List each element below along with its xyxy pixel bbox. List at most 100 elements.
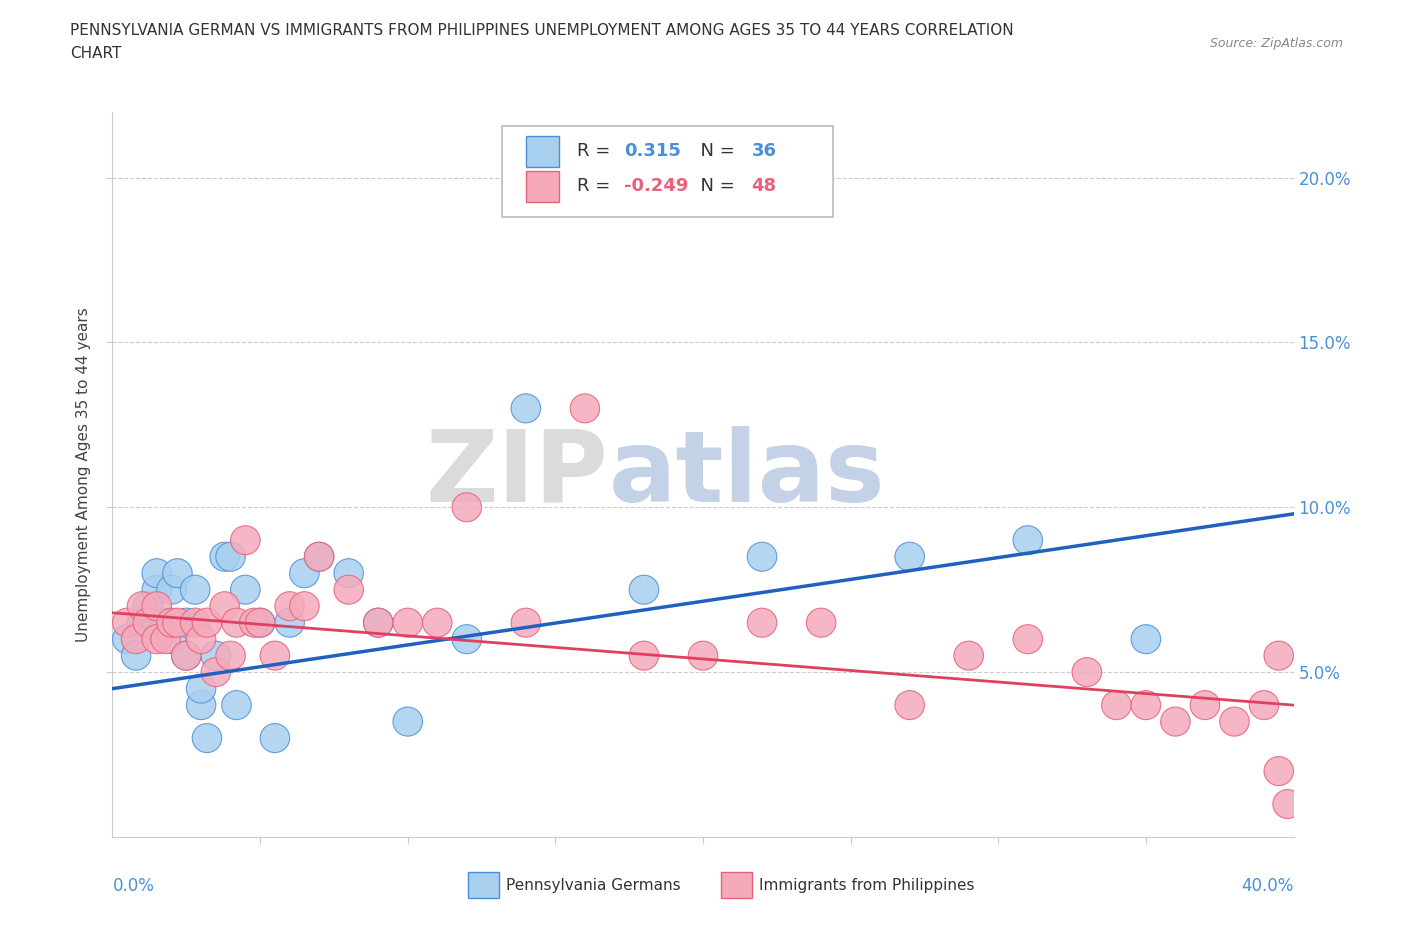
Ellipse shape [222, 691, 252, 720]
Ellipse shape [246, 608, 276, 637]
Text: Source: ZipAtlas.com: Source: ZipAtlas.com [1209, 37, 1343, 50]
Ellipse shape [186, 674, 217, 703]
Text: R =: R = [576, 178, 616, 195]
Ellipse shape [1191, 691, 1219, 720]
Ellipse shape [630, 641, 658, 671]
Ellipse shape [239, 608, 269, 637]
Ellipse shape [186, 691, 217, 720]
Ellipse shape [127, 608, 157, 637]
Text: Immigrants from Philippines: Immigrants from Philippines [759, 878, 974, 893]
Ellipse shape [1012, 525, 1043, 555]
Ellipse shape [172, 641, 201, 671]
Ellipse shape [290, 591, 319, 620]
Ellipse shape [209, 591, 239, 620]
FancyBboxPatch shape [502, 126, 832, 217]
Ellipse shape [512, 393, 541, 423]
Ellipse shape [806, 608, 835, 637]
Y-axis label: Unemployment Among Ages 35 to 44 years: Unemployment Among Ages 35 to 44 years [76, 307, 91, 642]
Ellipse shape [142, 625, 172, 654]
Ellipse shape [1130, 625, 1160, 654]
Ellipse shape [453, 625, 481, 654]
Ellipse shape [305, 542, 335, 571]
Ellipse shape [172, 641, 201, 671]
Text: -0.249: -0.249 [624, 178, 689, 195]
Ellipse shape [896, 542, 925, 571]
Ellipse shape [630, 575, 658, 604]
Ellipse shape [201, 641, 231, 671]
Text: 0.0%: 0.0% [112, 877, 155, 895]
Ellipse shape [689, 641, 718, 671]
Ellipse shape [569, 393, 599, 423]
Ellipse shape [142, 591, 172, 620]
Ellipse shape [246, 608, 276, 637]
Ellipse shape [127, 591, 157, 620]
Ellipse shape [1130, 691, 1160, 720]
Ellipse shape [394, 608, 422, 637]
Ellipse shape [150, 625, 180, 654]
Ellipse shape [260, 641, 290, 671]
Ellipse shape [222, 608, 252, 637]
Ellipse shape [134, 591, 163, 620]
Ellipse shape [1264, 756, 1294, 786]
Ellipse shape [163, 608, 193, 637]
Ellipse shape [1250, 691, 1279, 720]
Ellipse shape [172, 608, 201, 637]
Ellipse shape [953, 641, 984, 671]
Text: 0.315: 0.315 [624, 142, 681, 161]
Ellipse shape [363, 608, 392, 637]
Ellipse shape [1012, 625, 1043, 654]
Ellipse shape [1073, 658, 1102, 686]
Ellipse shape [276, 608, 304, 637]
Text: 36: 36 [751, 142, 776, 161]
Ellipse shape [276, 591, 304, 620]
Ellipse shape [1272, 790, 1302, 818]
Text: N =: N = [689, 178, 741, 195]
Ellipse shape [186, 625, 217, 654]
FancyBboxPatch shape [526, 171, 560, 202]
Ellipse shape [209, 542, 239, 571]
Ellipse shape [512, 608, 541, 637]
Ellipse shape [193, 608, 222, 637]
Ellipse shape [423, 608, 453, 637]
Text: R =: R = [576, 142, 616, 161]
Ellipse shape [1264, 641, 1294, 671]
Ellipse shape [163, 559, 193, 588]
Text: atlas: atlas [609, 426, 886, 523]
Ellipse shape [335, 575, 363, 604]
Ellipse shape [290, 559, 319, 588]
Ellipse shape [748, 608, 778, 637]
Ellipse shape [201, 658, 231, 686]
Ellipse shape [394, 707, 422, 737]
Ellipse shape [305, 542, 335, 571]
Text: 48: 48 [751, 178, 776, 195]
Ellipse shape [453, 493, 481, 522]
FancyBboxPatch shape [468, 872, 499, 898]
Ellipse shape [112, 608, 142, 637]
Ellipse shape [335, 559, 363, 588]
Text: N =: N = [689, 142, 741, 161]
Ellipse shape [112, 625, 142, 654]
Ellipse shape [748, 542, 778, 571]
Ellipse shape [142, 575, 172, 604]
Ellipse shape [1161, 707, 1191, 737]
Text: ZIP: ZIP [426, 426, 609, 523]
FancyBboxPatch shape [526, 137, 560, 166]
Ellipse shape [150, 608, 180, 637]
Ellipse shape [180, 608, 209, 637]
Ellipse shape [260, 724, 290, 752]
FancyBboxPatch shape [721, 872, 752, 898]
Ellipse shape [363, 608, 392, 637]
Ellipse shape [157, 608, 186, 637]
Ellipse shape [180, 575, 209, 604]
Ellipse shape [157, 575, 186, 604]
Ellipse shape [142, 559, 172, 588]
Ellipse shape [193, 724, 222, 752]
Ellipse shape [121, 625, 150, 654]
Text: CHART: CHART [70, 46, 122, 61]
Ellipse shape [896, 691, 925, 720]
Ellipse shape [134, 608, 163, 637]
Ellipse shape [1102, 691, 1130, 720]
Text: 40.0%: 40.0% [1241, 877, 1294, 895]
Text: PENNSYLVANIA GERMAN VS IMMIGRANTS FROM PHILIPPINES UNEMPLOYMENT AMONG AGES 35 TO: PENNSYLVANIA GERMAN VS IMMIGRANTS FROM P… [70, 23, 1014, 38]
Ellipse shape [217, 542, 246, 571]
